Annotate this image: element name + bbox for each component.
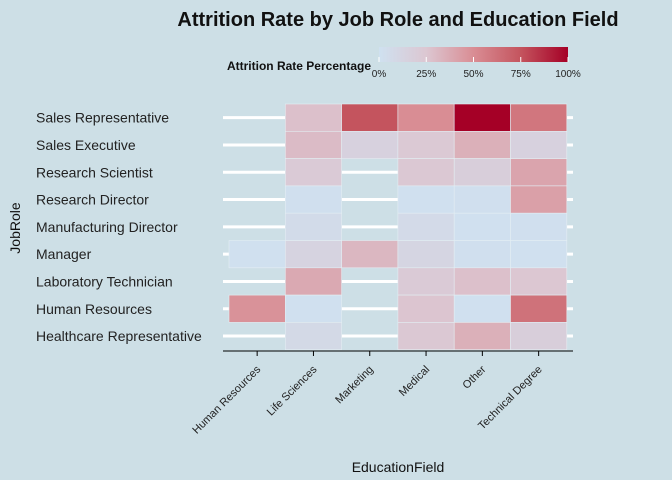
heatmap-cell — [284, 103, 342, 132]
legend-title: Attrition Rate Percentage — [227, 59, 371, 73]
y-tick-label: Manufacturing Director — [36, 219, 178, 235]
x-tick-label: Life Sciences — [265, 363, 320, 418]
heatmap-cell — [284, 322, 342, 350]
heatmap-cell — [341, 103, 399, 132]
legend-tick-label: 100% — [555, 69, 581, 80]
heatmap-cell — [453, 185, 511, 214]
heatmap-cell — [510, 158, 568, 187]
heatmap-cell — [284, 185, 342, 214]
x-axis-label: EducationField — [352, 459, 445, 475]
heatmap-cell — [397, 267, 455, 296]
heatmap-cell — [341, 131, 399, 159]
legend-tick-label: 50% — [463, 69, 483, 80]
y-tick-label: Research Director — [36, 192, 149, 208]
legend-tick-label: 75% — [511, 69, 531, 80]
heatmap-cell — [284, 240, 342, 269]
heatmap-cell — [228, 294, 286, 323]
heatmap-cell — [397, 185, 455, 214]
y-tick-label: Sales Executive — [36, 137, 136, 153]
heatmap-cell — [510, 131, 568, 159]
heatmap-cell — [510, 322, 568, 350]
heatmap-cell — [284, 267, 342, 296]
y-tick-label: Manager — [36, 246, 92, 262]
heatmap-cell — [341, 240, 399, 269]
heatmap-cell — [397, 212, 455, 241]
x-tick-label: Marketing — [333, 364, 376, 407]
heatmap-cell — [453, 322, 511, 350]
x-tick-label: Other — [461, 363, 489, 391]
chart-title: Attrition Rate by Job Role and Education… — [177, 9, 618, 31]
heatmap-cell — [397, 131, 455, 159]
heatmap-cell — [510, 212, 568, 241]
y-tick-label: Research Scientist — [36, 164, 153, 180]
y-tick-label: Human Resources — [36, 301, 152, 317]
heatmap-cell — [510, 267, 568, 296]
y-tick-label: Sales Representative — [36, 110, 169, 126]
y-axis-label: JobRole — [7, 202, 23, 254]
heatmap-cell — [453, 212, 511, 241]
heatmap-cell — [510, 240, 568, 269]
heatmap-cell — [453, 131, 511, 159]
legend-tick-label: 25% — [416, 69, 436, 80]
heatmap-cell — [453, 158, 511, 187]
heatmap-cell — [453, 267, 511, 296]
heatmap-cell — [284, 212, 342, 241]
heatmap-cell — [397, 240, 455, 269]
legend-tick-label: 0% — [372, 69, 387, 80]
y-tick-label: Laboratory Technician — [36, 273, 173, 289]
heatmap-cell — [397, 103, 455, 132]
heatmap-cell — [397, 322, 455, 350]
y-tick-label: Healthcare Representative — [36, 328, 202, 344]
heatmap-cell — [453, 240, 511, 269]
heatmap-cell — [453, 294, 511, 323]
heatmap-cell — [228, 240, 286, 269]
heatmap-cell — [510, 103, 568, 132]
heatmap-cell — [284, 131, 342, 159]
heatmap-cell — [510, 185, 568, 214]
heatmap-cell — [284, 294, 342, 323]
heatmap-cell — [510, 294, 568, 323]
heatmap-cell — [453, 103, 511, 132]
heatmap-cell — [397, 294, 455, 323]
heatmap-cell — [284, 158, 342, 187]
x-tick-label: Medical — [397, 364, 432, 399]
x-tick-label: Human Resources — [190, 363, 263, 436]
heatmap-cell — [397, 158, 455, 187]
